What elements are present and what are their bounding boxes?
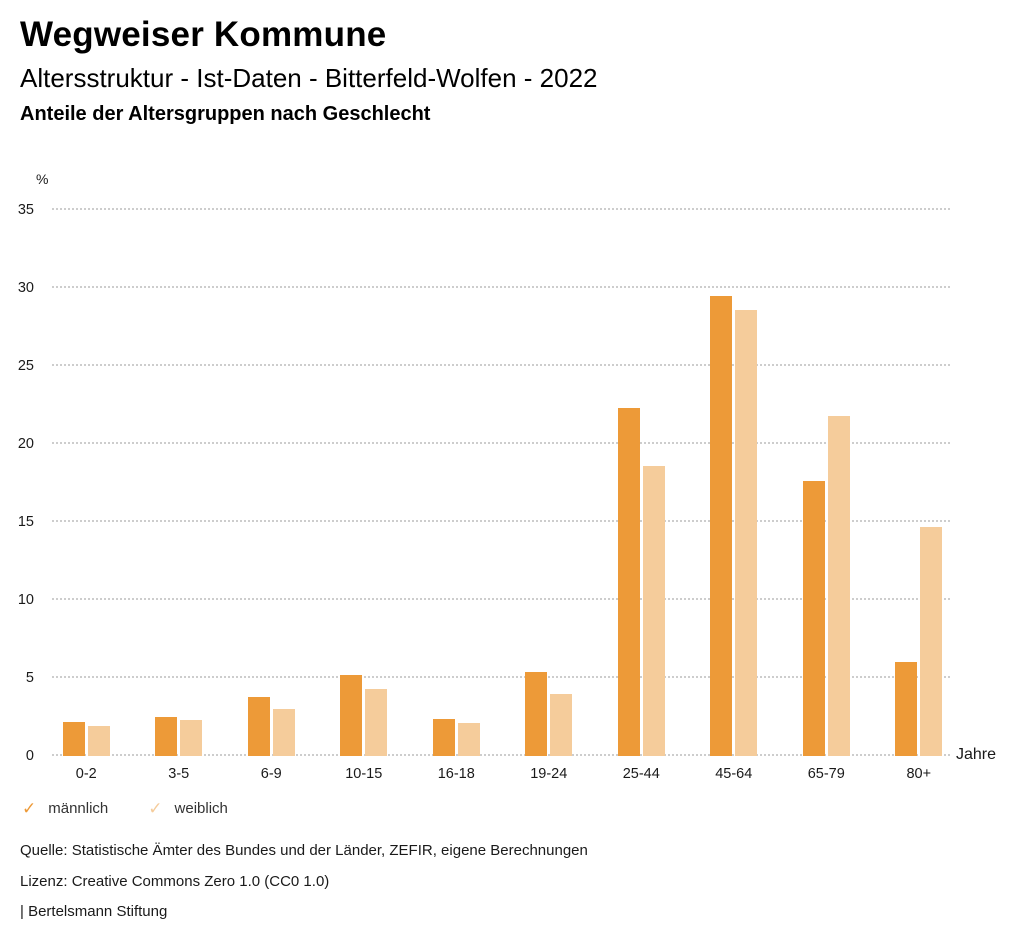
x-tick-label-16-18: 16-18 (437, 766, 475, 782)
bar-group-6-9: 6-9 (225, 210, 318, 782)
bar-group-0-2: 0-2 (40, 210, 133, 782)
gridline-35 (52, 208, 950, 210)
x-tick-label-3-5: 3-5 (168, 766, 190, 782)
y-tick-label-30: 30 (17, 280, 34, 296)
gridline-0 (52, 754, 950, 756)
bar-group-19-24: 19-24 (503, 210, 596, 782)
bar-weiblich-19-24[interactable] (550, 693, 573, 756)
y-axis-tick-labels: 0 5 10 15 20 25 30 35 (0, 202, 34, 764)
bar-weiblich-25-44[interactable] (642, 465, 665, 756)
bar-männlich-25-44[interactable] (617, 408, 640, 756)
bar-männlich-3-5[interactable] (155, 717, 178, 756)
source-note: Quelle: Statistische Ämter des Bundes un… (20, 842, 588, 859)
y-axis-unit-label: % (36, 171, 49, 187)
bar-groups: 0-2 3-5 6-9 10-15 16-18 19-24 25-44 45-64 65-79 8… (40, 210, 966, 782)
bar-weiblich-65-79[interactable] (827, 415, 850, 756)
bar-männlich-19-24[interactable] (525, 671, 548, 756)
plot-area (52, 208, 950, 756)
bar-weiblich-45-64[interactable] (735, 309, 758, 756)
check-icon: ✓ (22, 799, 37, 818)
bar-group-80+: 80+ (873, 210, 966, 782)
bar-group-3-5: 3-5 (133, 210, 226, 782)
bar-männlich-0-2[interactable] (62, 721, 85, 756)
bar-weiblich-16-18[interactable] (457, 723, 480, 756)
gridline-30 (52, 286, 950, 288)
legend-item-männlich[interactable]: ✓ männlich (22, 800, 108, 817)
attribution: | Bertelsmann Stiftung (20, 903, 168, 920)
bar-weiblich-6-9[interactable] (272, 709, 295, 756)
chart-subheading: Anteile der Altersgruppen nach Geschlech… (20, 103, 431, 125)
legend-item-label: weiblich (174, 800, 228, 817)
x-tick-label-25-44: 25-44 (622, 766, 660, 782)
page-title: Wegweiser Kommune (20, 15, 387, 54)
bar-group-65-79: 65-79 (780, 210, 873, 782)
gridline-20 (52, 442, 950, 444)
bar-männlich-80+[interactable] (895, 662, 918, 756)
bar-weiblich-0-2[interactable] (87, 726, 110, 756)
x-axis-unit-label: Jahre (956, 746, 997, 763)
check-icon: ✓ (148, 799, 163, 818)
gridline-5 (52, 676, 950, 678)
bar-weiblich-80+[interactable] (920, 526, 943, 756)
bar-männlich-45-64[interactable] (710, 295, 733, 756)
legend-item-label: männlich (48, 800, 109, 817)
bar-group-25-44: 25-44 (595, 210, 688, 782)
y-tick-label-15: 15 (17, 514, 34, 530)
bar-männlich-6-9[interactable] (247, 696, 270, 756)
y-tick-label-0: 0 (25, 748, 34, 764)
x-tick-label-10-15: 10-15 (345, 766, 383, 782)
x-tick-label-80+: 80+ (906, 766, 932, 782)
bar-männlich-10-15[interactable] (340, 674, 363, 756)
bar-weiblich-3-5[interactable] (180, 720, 203, 756)
x-tick-label-6-9: 6-9 (260, 766, 282, 782)
x-tick-label-0-2: 0-2 (75, 766, 97, 782)
legend: ✓ männlich ✓ weiblich (22, 800, 268, 817)
legend-item-weiblich[interactable]: ✓ weiblich (148, 800, 228, 817)
y-tick-label-35: 35 (17, 202, 34, 218)
y-tick-label-25: 25 (17, 358, 34, 374)
bar-group-45-64: 45-64 (688, 210, 781, 782)
y-tick-label-5: 5 (25, 670, 34, 686)
gridline-15 (52, 520, 950, 522)
license-note: Lizenz: Creative Commons Zero 1.0 (CC0 1… (20, 873, 330, 890)
x-tick-label-19-24: 19-24 (530, 766, 568, 782)
bar-group-10-15: 10-15 (318, 210, 411, 782)
bar-männlich-65-79[interactable] (802, 481, 825, 756)
y-tick-label-10: 10 (17, 592, 34, 608)
bar-männlich-16-18[interactable] (432, 718, 455, 756)
bar-weiblich-10-15[interactable] (365, 688, 388, 756)
gridline-10 (52, 598, 950, 600)
gridline-25 (52, 364, 950, 366)
chart-subtitle: Altersstruktur - Ist-Daten - Bitterfeld-… (20, 63, 598, 93)
y-tick-label-20: 20 (17, 436, 34, 452)
x-tick-label-45-64: 45-64 (715, 766, 753, 782)
x-tick-label-65-79: 65-79 (807, 766, 845, 782)
bar-group-16-18: 16-18 (410, 210, 503, 782)
